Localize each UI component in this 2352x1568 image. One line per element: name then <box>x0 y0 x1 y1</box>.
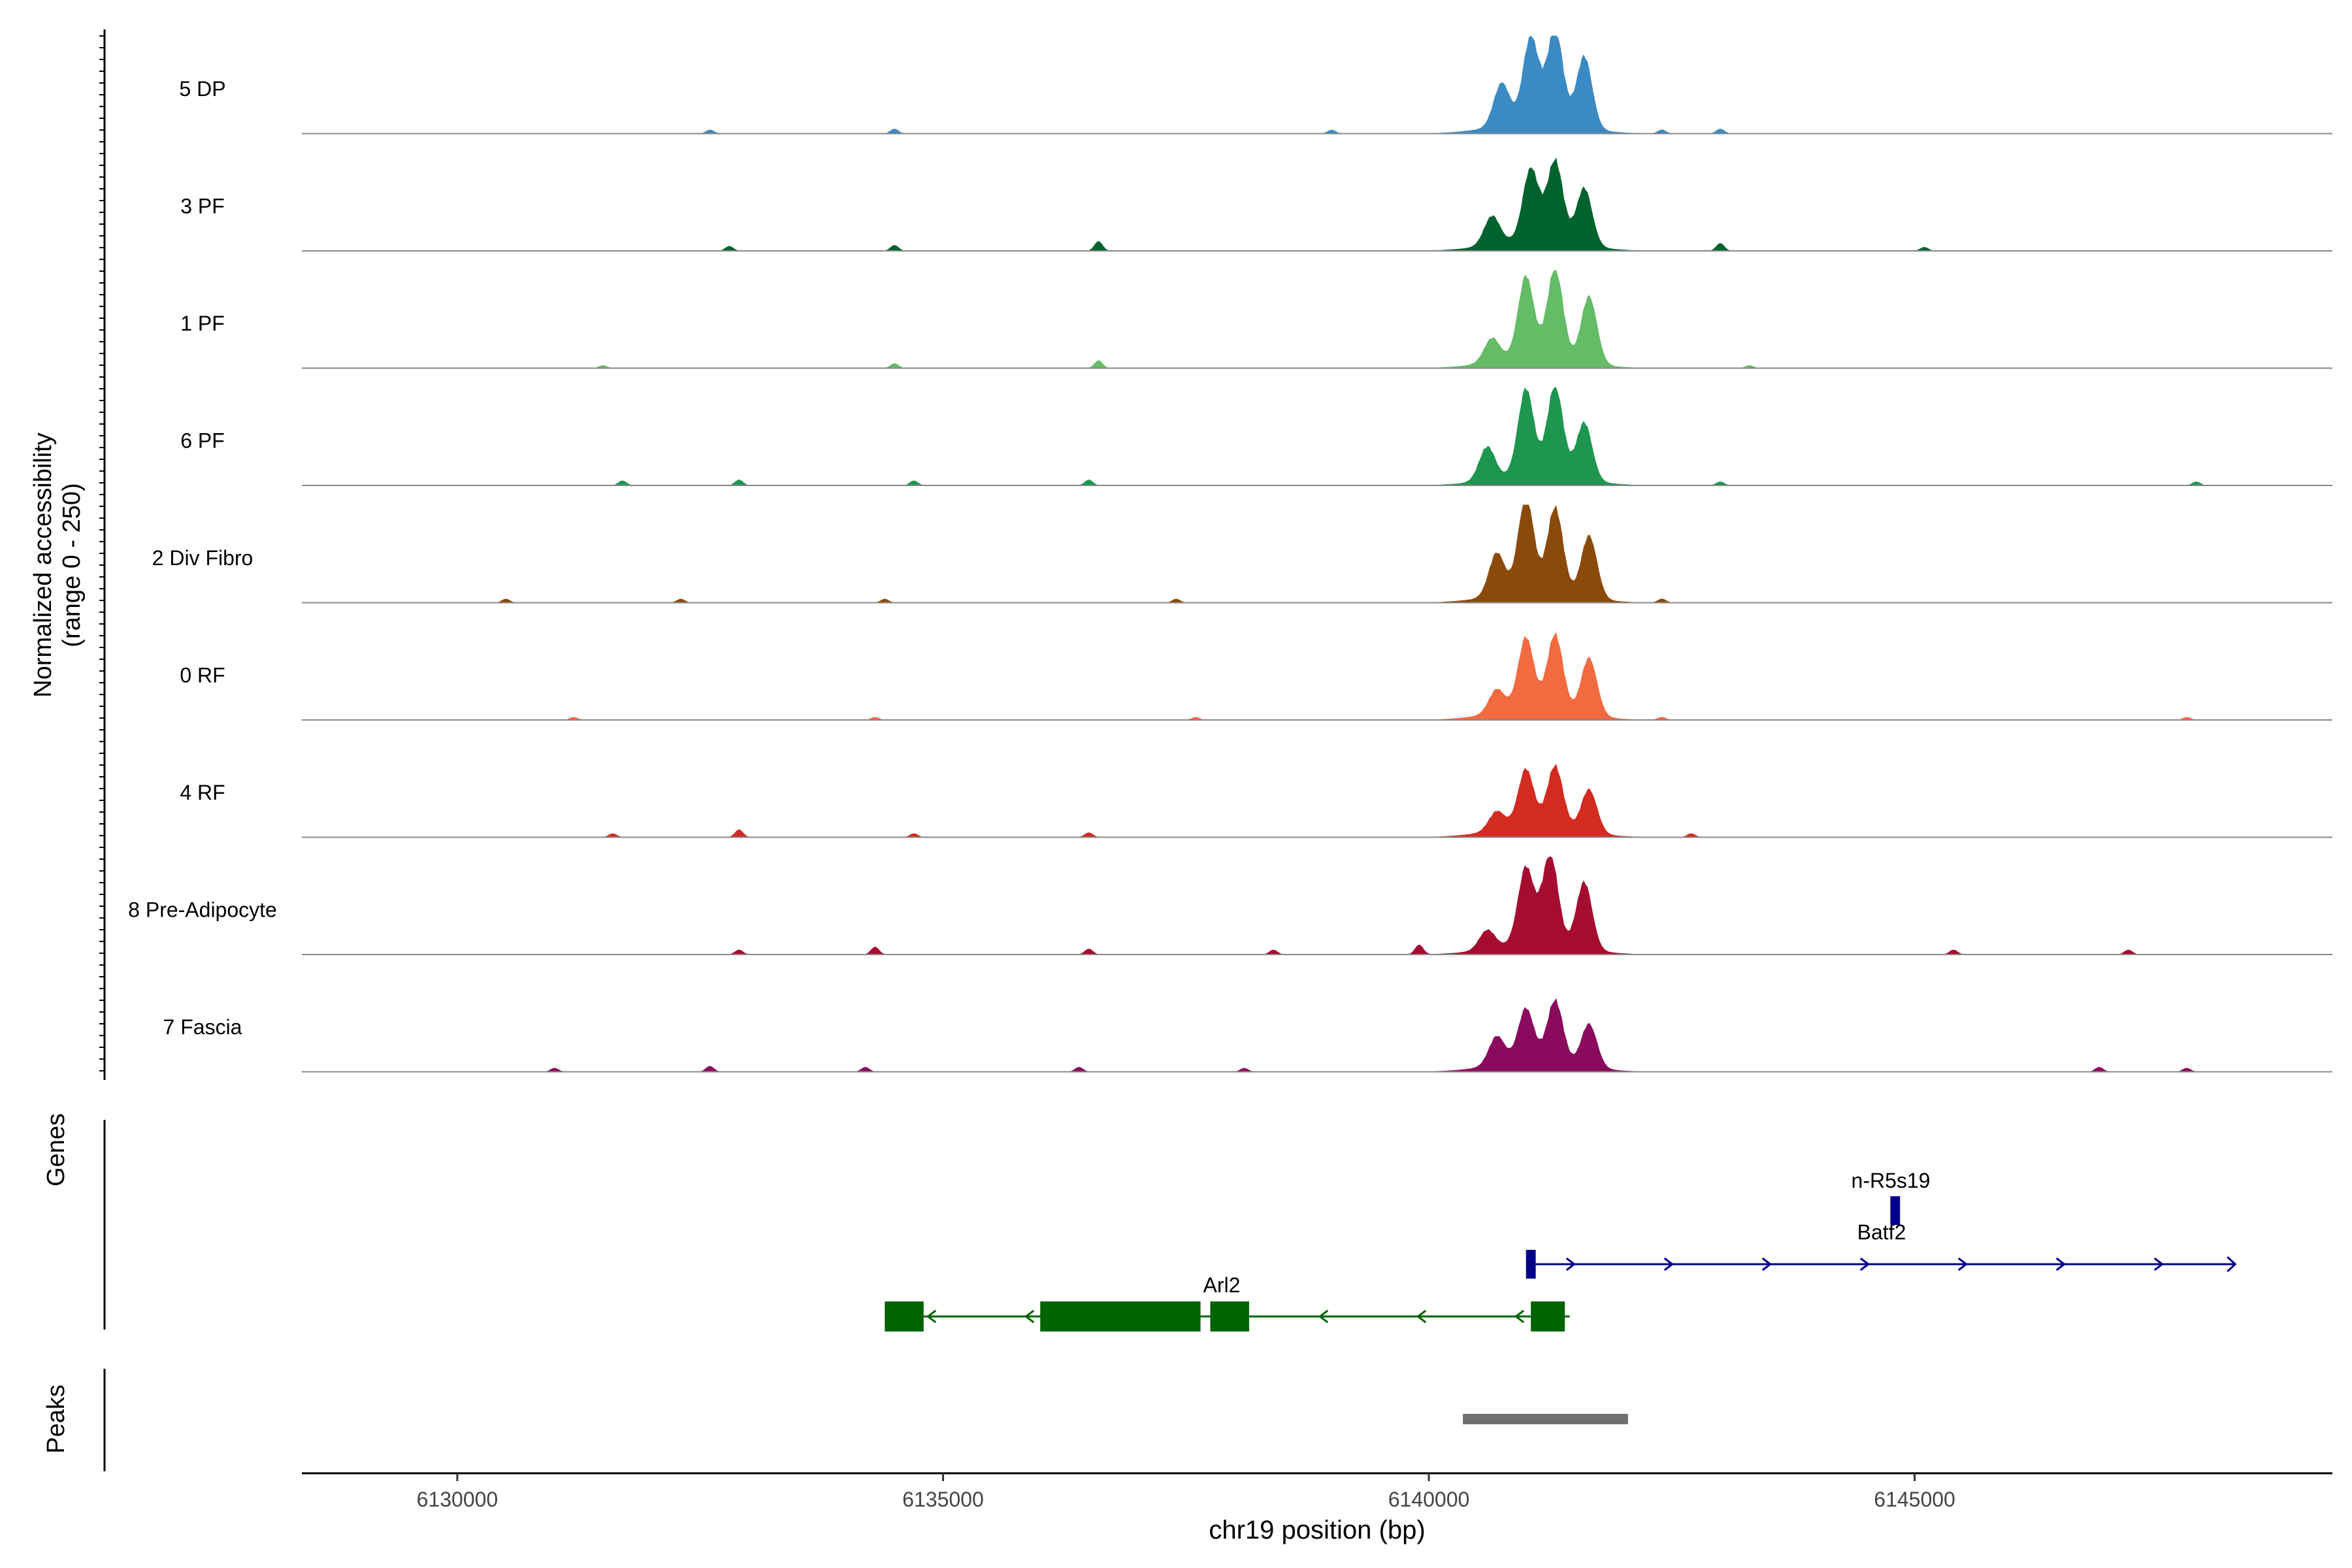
y-axis-title: Normalized accessibility (range 0 - 250) <box>29 433 86 697</box>
strand-arrow <box>1565 1257 1576 1271</box>
gene-label: Arl2 <box>1203 1273 1241 1297</box>
strand-arrow <box>2055 1257 2066 1271</box>
track-label: 3 PF <box>180 195 225 218</box>
strand-arrow <box>926 1309 937 1324</box>
track-0-rf: 0 RF <box>180 632 2332 721</box>
strand-arrow <box>1416 1309 1427 1324</box>
strand-arrow <box>1318 1309 1329 1324</box>
x-axis: 6130000 6135000 6140000 6145000 <box>302 1472 2332 1511</box>
track-label: 0 RF <box>180 664 225 687</box>
peak-region <box>1463 1414 1628 1424</box>
strand-arrow <box>1024 1309 1035 1324</box>
track-label: 5 DP <box>179 77 225 101</box>
track-6-pf: 6 PF <box>180 387 2332 486</box>
genes-track: Batf2 n-R5s19 Arl2 <box>885 1169 2237 1331</box>
strand-arrow <box>1663 1257 1674 1271</box>
track-4-rf: 4 RF <box>180 764 2332 838</box>
track-label: 6 PF <box>180 429 225 453</box>
strand-arrow <box>1761 1257 1772 1271</box>
strand-arrow <box>1859 1257 1870 1271</box>
track-1-pf: 1 PF <box>180 270 2332 369</box>
gene-label: n-R5s19 <box>1852 1169 1931 1192</box>
strand-arrow <box>2153 1257 2164 1271</box>
strand-arrow <box>1514 1309 1525 1324</box>
coverage-area <box>302 857 2332 955</box>
track-label: 8 Pre-Adipocyte <box>128 898 277 922</box>
y-axis-range-label: (range 0 - 250) <box>58 483 86 647</box>
track-label: 4 RF <box>180 781 225 804</box>
coverage-area <box>302 270 2332 368</box>
x-tick-label: 6135000 <box>902 1488 984 1511</box>
gene-n-r5s19: n-R5s19 <box>1852 1169 1931 1225</box>
track-8-pre-adipocyte: 8 Pre-Adipocyte <box>128 857 2332 955</box>
strand-arrow <box>2227 1256 2237 1273</box>
track-5-dp: 5 DP <box>179 35 2332 135</box>
x-tick-label: 6145000 <box>1874 1488 1955 1511</box>
gene-batf2: Batf2 <box>1526 1220 2237 1279</box>
coverage-area <box>302 387 2332 485</box>
exon <box>1890 1196 1901 1225</box>
track-label: 7 Fascia <box>163 1015 242 1039</box>
exon <box>1531 1301 1565 1331</box>
track-3-pf: 3 PF <box>180 157 2332 252</box>
coverage-area <box>302 504 2332 603</box>
coverage-area <box>302 764 2332 838</box>
exon <box>1526 1250 1536 1279</box>
track-2-div-fibro: 2 Div Fibro <box>152 504 2332 604</box>
coverage-area <box>302 35 2332 134</box>
track-label: 1 PF <box>180 312 225 335</box>
x-tick-label: 6130000 <box>417 1488 498 1511</box>
x-axis-title: chr19 position (bp) <box>1209 1516 1425 1544</box>
genes-track-label: Genes <box>42 1113 70 1186</box>
x-tick-label: 6140000 <box>1388 1488 1470 1511</box>
coverage-area <box>302 632 2332 720</box>
coverage-tracks: 5 DP 3 PF 1 PF 6 PF 2 Div Fibro 0 RF 4 RF 8 Pre… <box>128 35 2332 1073</box>
peaks-track <box>1463 1414 1628 1424</box>
coverage-area <box>302 998 2332 1072</box>
y-axis-label: Normalized accessibility <box>29 433 57 697</box>
exon <box>885 1301 924 1331</box>
coverage-y-axis <box>99 29 106 1080</box>
coverage-area <box>302 157 2332 251</box>
exon <box>1210 1301 1249 1331</box>
strand-arrow <box>1957 1257 1968 1271</box>
peaks-track-label: Peaks <box>42 1384 70 1454</box>
exon <box>1040 1301 1201 1331</box>
track-label: 2 Div Fibro <box>152 546 253 570</box>
track-7-fascia: 7 Fascia <box>163 998 2332 1073</box>
gene-arl2: Arl2 <box>885 1273 1570 1331</box>
